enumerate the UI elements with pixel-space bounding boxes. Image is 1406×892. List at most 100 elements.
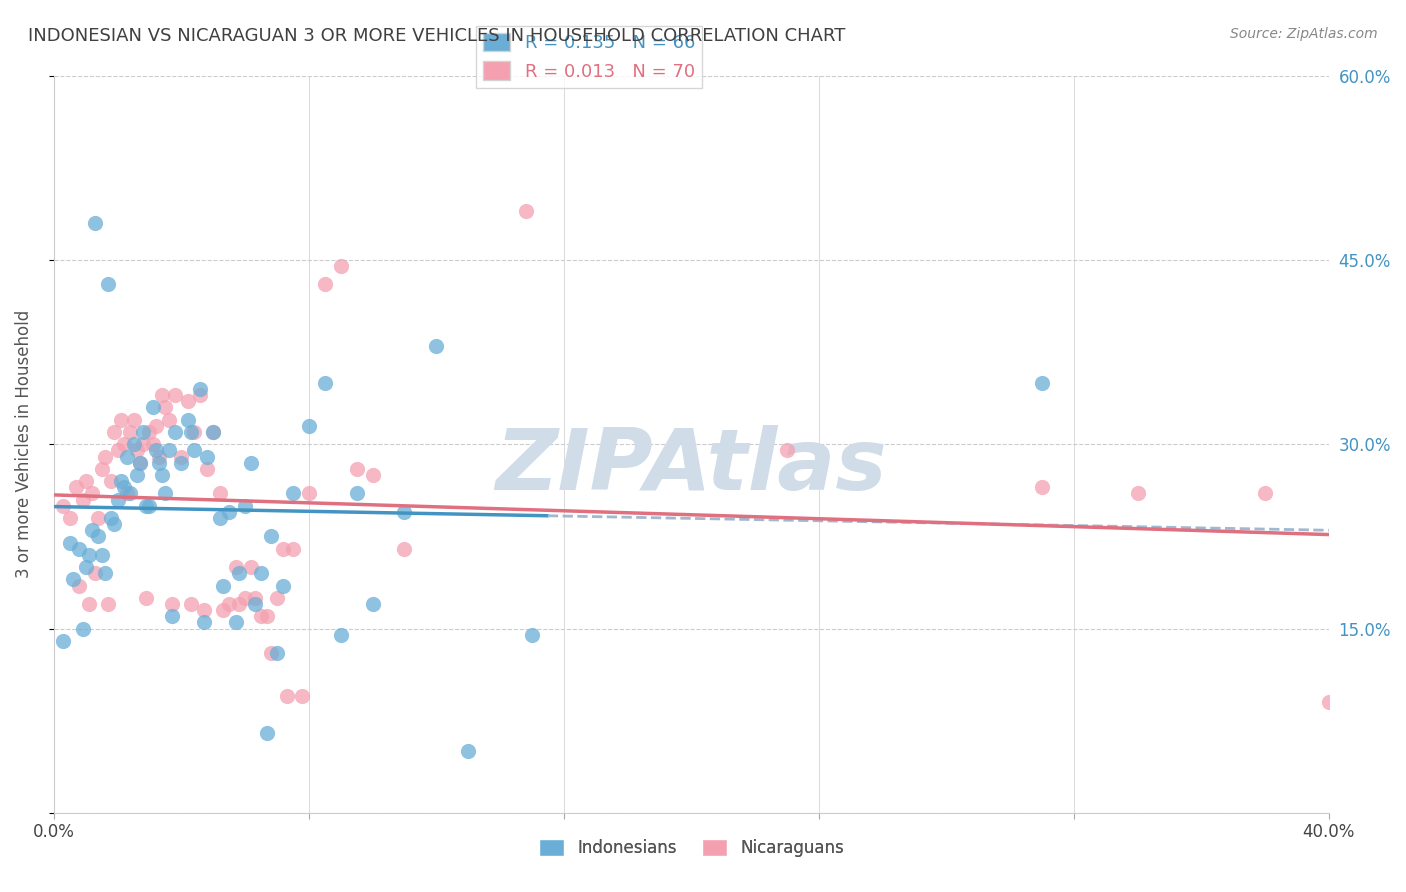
Point (107, 443, 129, 458)
Point (361, 597, 384, 611)
Point (195, 462, 218, 476)
Point (183, 443, 205, 458)
Point (1254, 486, 1277, 500)
Point (128, 456, 150, 470)
Point (457, 744, 479, 758)
Point (80, 523, 103, 537)
Point (142, 401, 165, 415)
Point (138, 499, 160, 513)
Point (132, 425, 155, 439)
Point (142, 437, 165, 451)
Point (202, 425, 225, 439)
Point (228, 566, 250, 581)
Point (163, 425, 186, 439)
Point (346, 462, 368, 476)
Point (115, 486, 138, 500)
Point (394, 505, 416, 519)
Point (157, 443, 180, 458)
Point (120, 425, 142, 439)
Point (425, 339, 447, 353)
Point (193, 603, 215, 617)
Point (150, 388, 173, 402)
Point (87, 529, 110, 543)
Point (112, 480, 135, 494)
Point (72, 622, 94, 636)
Point (266, 646, 288, 660)
Point (90, 462, 112, 476)
Text: Source: ZipAtlas.com: Source: ZipAtlas.com (1230, 27, 1378, 41)
Point (190, 388, 212, 402)
Point (190, 382, 212, 396)
Point (112, 437, 135, 451)
Point (218, 597, 240, 611)
Point (243, 597, 266, 611)
Point (94, 450, 117, 464)
Text: ZIPAtlas: ZIPAtlas (495, 425, 887, 508)
Point (84, 566, 107, 581)
Point (170, 450, 193, 464)
Point (515, 203, 537, 218)
Point (160, 597, 183, 611)
Point (256, 609, 278, 624)
Point (266, 591, 288, 605)
Point (77, 597, 100, 611)
Point (177, 412, 200, 426)
Point (59, 511, 82, 525)
Point (100, 474, 122, 488)
Point (100, 511, 122, 525)
Point (329, 259, 352, 273)
Point (170, 456, 193, 470)
Legend: Indonesians, Nicaraguans: Indonesians, Nicaraguans (533, 832, 851, 863)
Point (145, 443, 167, 458)
Point (67, 578, 90, 592)
Point (52, 499, 75, 513)
Point (195, 450, 218, 464)
Point (394, 541, 416, 556)
Point (75, 474, 97, 488)
Point (155, 401, 177, 415)
Point (361, 467, 384, 482)
Point (225, 615, 247, 630)
Point (281, 541, 304, 556)
Point (1031, 480, 1053, 494)
Point (132, 437, 155, 451)
Point (208, 511, 231, 525)
Point (135, 591, 157, 605)
Point (273, 578, 295, 592)
Point (145, 418, 167, 433)
Point (193, 615, 215, 630)
Point (180, 597, 202, 611)
Point (228, 597, 250, 611)
Point (59, 535, 82, 549)
Point (177, 394, 200, 409)
Point (233, 499, 256, 513)
Point (1317, 695, 1340, 709)
Point (259, 529, 281, 543)
Point (218, 505, 240, 519)
Point (150, 467, 173, 482)
Point (97, 277, 120, 292)
Point (52, 633, 75, 648)
Text: INDONESIAN VS NICARAGUAN 3 OR MORE VEHICLES IN HOUSEHOLD CORRELATION CHART: INDONESIAN VS NICARAGUAN 3 OR MORE VEHIC… (28, 27, 845, 45)
Point (157, 412, 180, 426)
Point (183, 425, 205, 439)
Point (122, 412, 145, 426)
Point (110, 412, 132, 426)
Point (80, 486, 103, 500)
Point (250, 609, 273, 624)
Point (202, 425, 225, 439)
Point (314, 277, 336, 292)
Point (148, 450, 170, 464)
Point (329, 628, 352, 642)
Point (122, 437, 145, 451)
Point (776, 443, 799, 458)
Point (520, 628, 543, 642)
Point (62, 573, 84, 587)
Point (107, 492, 129, 507)
Point (240, 456, 263, 470)
Point (346, 486, 368, 500)
Point (276, 689, 298, 703)
Point (75, 560, 97, 574)
Point (1031, 376, 1053, 390)
Point (110, 474, 132, 488)
